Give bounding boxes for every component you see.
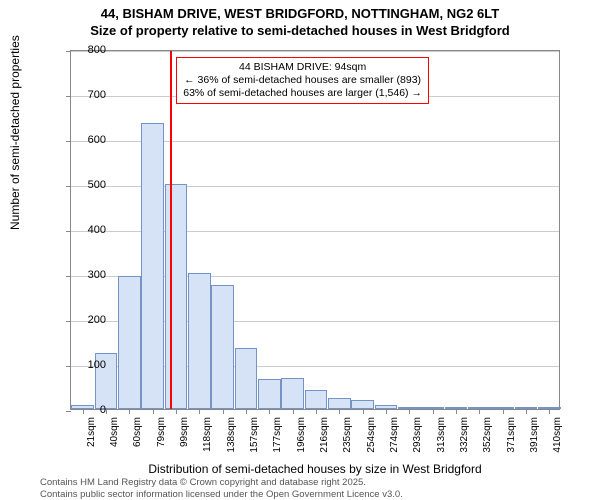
y-tick-label: 500 [76,179,106,191]
y-tick-mark [66,366,71,367]
y-tick-mark [66,321,71,322]
x-tick-label: 352sqm [482,417,493,453]
marker-line [170,51,172,409]
x-tick-mark [479,409,480,414]
footer-line2: Contains public sector information licen… [40,489,403,500]
histogram-bar [351,400,374,409]
x-tick-mark [409,409,410,414]
x-tick-mark [246,409,247,414]
y-tick-mark [66,231,71,232]
histogram-bar [258,379,281,409]
y-tick-label: 300 [76,269,106,281]
y-tick-label: 200 [76,314,106,326]
histogram-bar [328,398,351,409]
histogram-bar [118,276,141,409]
x-tick-label: 293sqm [412,417,423,453]
x-tick-mark [339,409,340,414]
x-tick-mark [269,409,270,414]
x-tick-label: 196sqm [296,417,307,453]
x-tick-mark [503,409,504,414]
x-tick-mark [433,409,434,414]
y-tick-mark [66,96,71,97]
y-tick-label: 800 [76,44,106,56]
x-tick-label: 332sqm [459,417,470,453]
y-tick-label: 0 [76,404,106,416]
x-tick-mark [129,409,130,414]
callout-line2: ← 36% of semi-detached houses are smalle… [183,74,422,87]
x-tick-label: 99sqm [179,417,190,447]
x-axis-label: Distribution of semi-detached houses by … [70,462,560,476]
histogram-bar [281,378,304,410]
x-tick-label: 216sqm [319,417,330,453]
x-tick-label: 138sqm [226,417,237,453]
y-tick-label: 400 [76,224,106,236]
gridline [71,51,559,52]
footer-line1: Contains HM Land Registry data © Crown c… [40,477,403,488]
x-tick-label: 391sqm [529,417,540,453]
y-tick-label: 600 [76,134,106,146]
x-tick-label: 177sqm [272,417,283,453]
x-tick-mark [153,409,154,414]
x-tick-mark [456,409,457,414]
x-tick-mark [549,409,550,414]
histogram-bar [188,273,211,409]
x-tick-mark [526,409,527,414]
y-tick-mark [66,276,71,277]
x-tick-mark [386,409,387,414]
x-tick-mark [223,409,224,414]
x-tick-label: 79sqm [156,417,167,447]
x-tick-mark [199,409,200,414]
footer-attribution: Contains HM Land Registry data © Crown c… [40,477,403,500]
x-tick-label: 60sqm [132,417,143,447]
x-tick-label: 410sqm [552,417,563,453]
histogram-bar [165,184,188,409]
x-tick-mark [293,409,294,414]
x-tick-label: 40sqm [109,417,120,447]
x-tick-mark [106,409,107,414]
title-line2: Size of property relative to semi-detach… [0,23,600,40]
x-tick-label: 235sqm [342,417,353,453]
y-tick-mark [66,411,71,412]
y-tick-mark [66,141,71,142]
callout-line3: 63% of semi-detached houses are larger (… [183,87,422,100]
x-tick-label: 118sqm [202,417,213,452]
x-tick-label: 274sqm [389,417,400,453]
histogram-bar [211,285,234,409]
histogram-bar [305,390,328,409]
x-tick-label: 157sqm [249,417,260,453]
y-tick-mark [66,186,71,187]
histogram-bar [141,123,164,409]
y-tick-mark [66,51,71,52]
chart-plot-area: 44 BISHAM DRIVE: 94sqm← 36% of semi-deta… [70,50,560,410]
x-tick-label: 371sqm [506,417,517,453]
chart-title: 44, BISHAM DRIVE, WEST BRIDGFORD, NOTTIN… [0,0,600,40]
histogram-bar [235,348,258,409]
x-tick-label: 21sqm [86,417,97,447]
x-tick-mark [316,409,317,414]
x-tick-mark [176,409,177,414]
x-tick-mark [363,409,364,414]
title-line1: 44, BISHAM DRIVE, WEST BRIDGFORD, NOTTIN… [0,6,600,23]
callout-box: 44 BISHAM DRIVE: 94sqm← 36% of semi-deta… [176,57,429,104]
y-axis-label: Number of semi-detached properties [8,35,22,230]
y-tick-label: 700 [76,89,106,101]
callout-line1: 44 BISHAM DRIVE: 94sqm [183,61,422,74]
y-tick-label: 100 [76,359,106,371]
x-tick-label: 254sqm [366,417,377,453]
x-tick-label: 313sqm [436,417,447,453]
